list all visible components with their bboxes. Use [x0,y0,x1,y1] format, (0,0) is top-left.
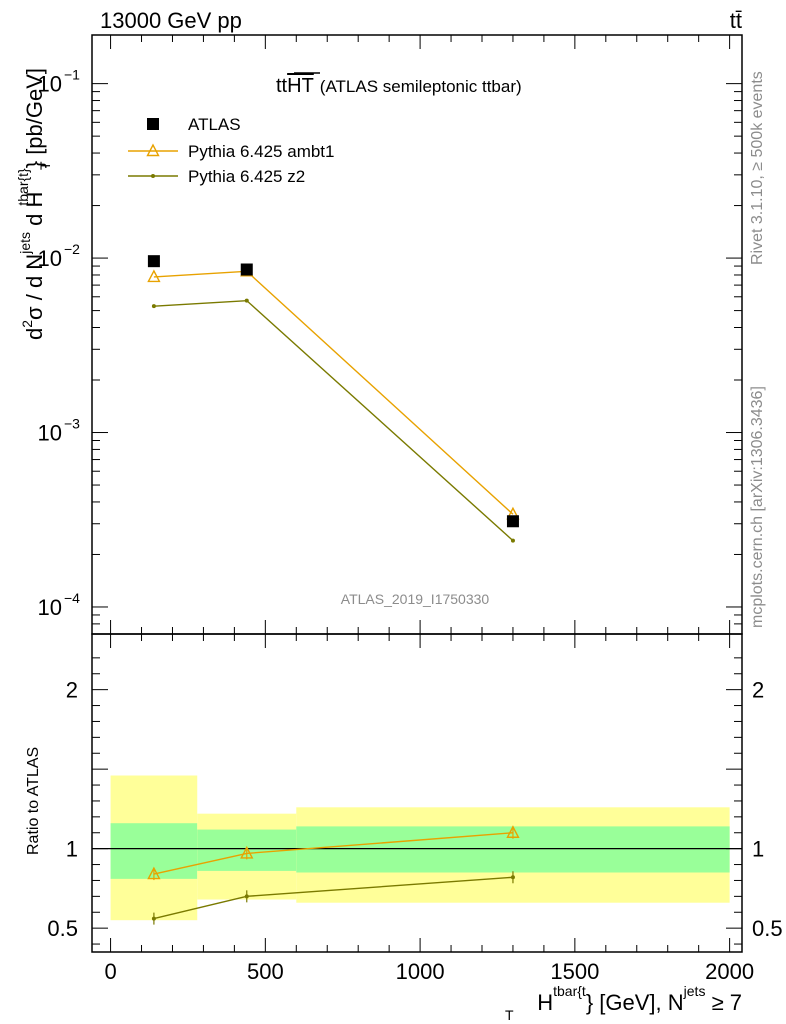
y-tick-label-exponent: −4 [64,590,80,606]
y-tick-label-exponent: −3 [64,416,80,432]
z2-point [151,304,156,309]
main-panel-series [147,255,520,543]
y-axis-label-ratio: Ratio to ATLAS [25,747,42,855]
ratio-tick-label: 1 [66,837,78,862]
legend-marker-z2 [151,174,155,178]
z2-line [153,299,514,542]
process-label: tt̄ [730,8,742,33]
ratio-panel-series [147,825,520,925]
ratio-tick-label: 0.5 [47,916,78,941]
legend-marker-ambt1 [146,143,160,157]
ambt1-ratio-point [240,845,254,859]
mcplots-label: mcplots.cern.ch [arXiv:1306.3436] [749,386,766,628]
ratio-tick-label-right: 0.5 [752,916,783,941]
x-tick-label: 0 [104,959,116,984]
legend: ATLAS Pythia 6.425 ambt1 Pythia 6.425 z2 [128,115,334,186]
legend-label-z2: Pythia 6.425 z2 [188,167,305,186]
y-tick-label: 10 [38,595,62,620]
ratio-tick-label-right: 2 [752,678,764,703]
ambt1-point [147,269,161,283]
y-tick-label: 10 [38,421,62,446]
x-axis-label: Htbar{t} [GeV], Njets ≥ 7 [537,983,742,1015]
z2-point [510,538,515,543]
z2-point [244,298,249,303]
ratio-uncertainty-bands [110,775,730,921]
data-point [240,263,253,276]
x-tick-label: 2000 [705,959,754,984]
y-tick-label-exponent: −2 [64,241,80,257]
plot-title-main: tt [276,75,288,97]
y-tick-label: 10 [38,72,62,97]
rivet-version-label: Rivet 3.1.10, ≥ 500k events [749,71,766,265]
ratio-tick-label: 2 [66,678,78,703]
ratio-tick-label-right: 1 [752,837,764,862]
y-axis-label-top: d2σ / d Njets d Htbar{t}} [pb/GeV] [15,68,47,340]
axis-ticks [92,35,742,952]
energy-label: 13000 GeV pp [100,8,242,33]
y-axis-label-top-subscript: T [37,161,53,170]
x-tick-label: 1500 [550,959,599,984]
x-tick-label: 1000 [396,959,445,984]
ambt1-line [153,270,514,515]
z2-ratio-point [151,916,156,921]
plot-title: ttHT (ATLAS semileptonic ttbar) [276,75,522,97]
analysis-watermark: ATLAS_2019_I1750330 [341,591,490,607]
data-point [147,255,160,268]
plot-title-overlined: HT [287,75,314,97]
ratio-panel-frame [91,633,743,953]
z2-ratio-point [244,894,249,899]
x-tick-label: 500 [247,959,284,984]
y-tick-label: 10 [38,246,62,271]
legend-label-ambt1: Pythia 6.425 ambt1 [188,142,334,161]
plot-title-rest: (ATLAS semileptonic ttbar) [320,77,522,96]
z2-ratio-point [510,875,515,880]
ambt1-ratio-point [147,866,161,880]
y-tick-label-exponent: −1 [64,67,80,83]
x-axis-label-subscript: T [505,1007,514,1023]
ambt1-ratio-point [506,825,520,838]
data-point [506,515,519,528]
legend-marker-data [147,118,159,130]
legend-label-data: ATLAS [188,115,241,134]
